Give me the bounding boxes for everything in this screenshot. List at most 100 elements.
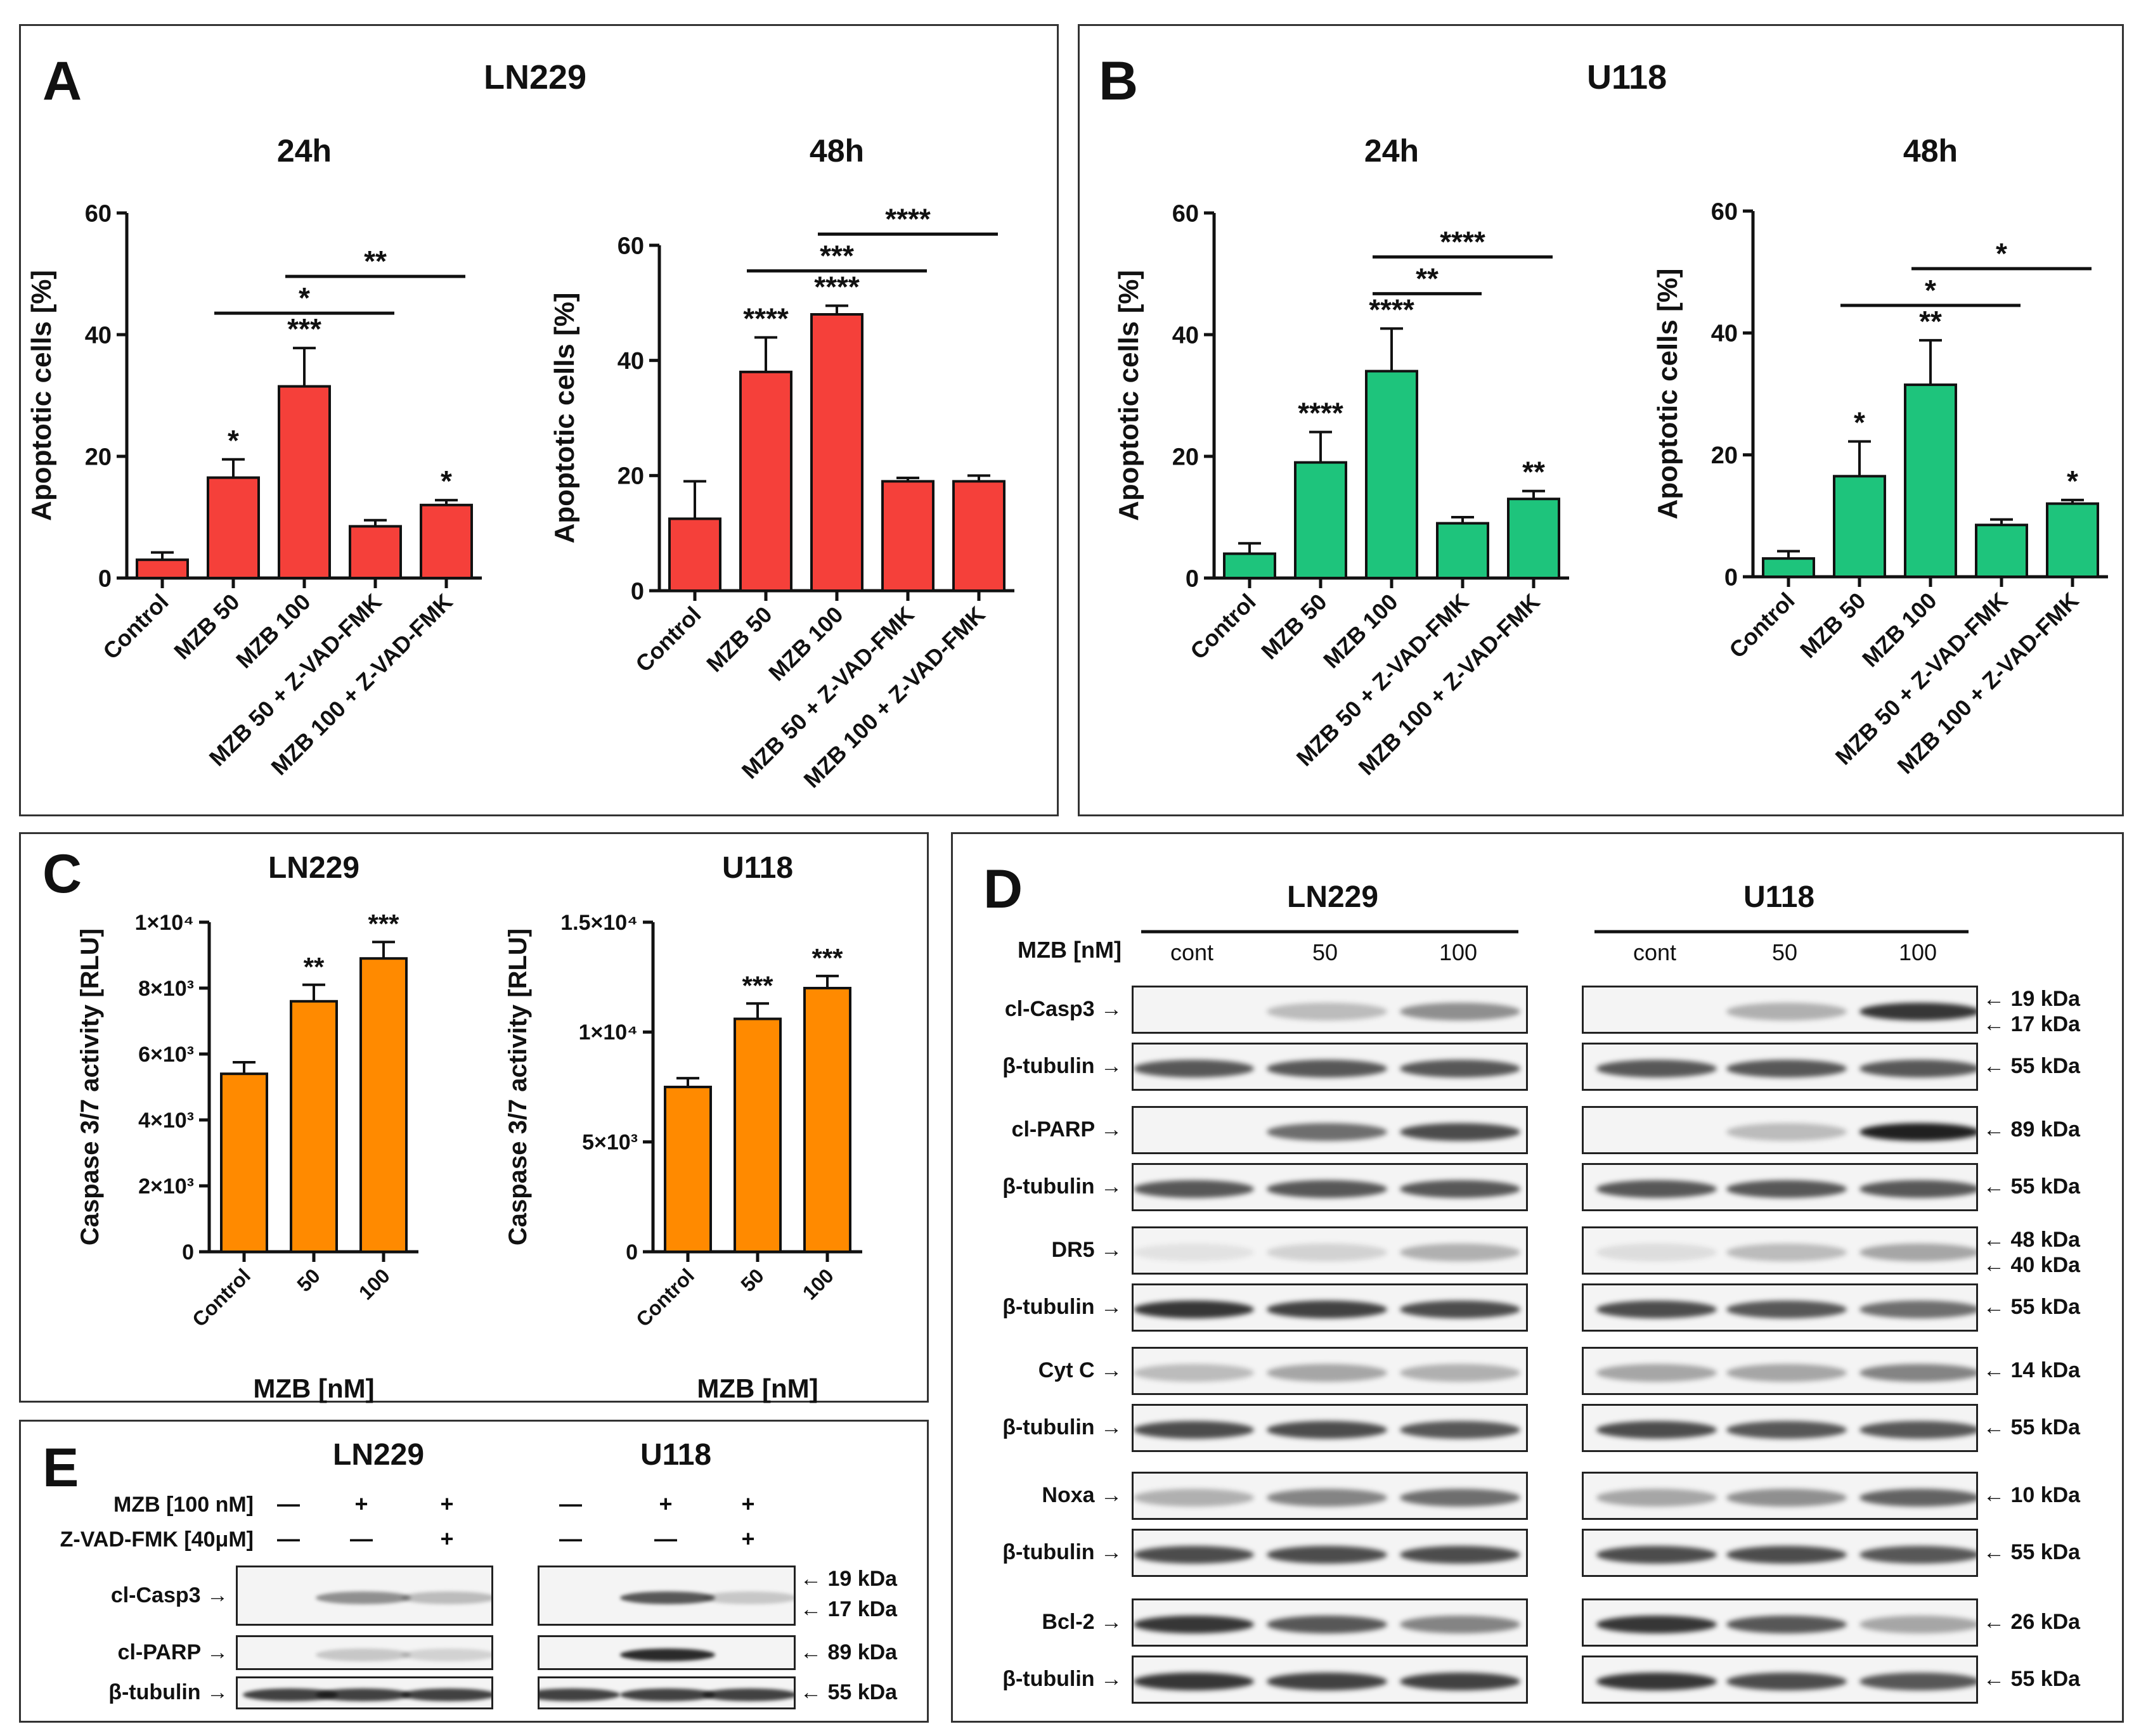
blot-band [1267,1060,1387,1077]
significance-stars: **** [1369,293,1414,326]
y-tick-label: 20 [618,463,644,490]
panel-b-title: U118 [1587,58,1667,96]
bar [734,1017,782,1253]
y-tick-label: 20 [85,444,112,470]
blot-strip [1132,1163,1528,1211]
e-mzb-sign: — [277,1491,300,1517]
e-blot-band [401,1591,491,1604]
kda-label: ← 26 kDa [1983,1610,2081,1634]
x-tick-label: 100 [354,1264,394,1304]
y-tick-label: 6×10³ [138,1043,194,1067]
kda-label: ← 55 kDa [1983,1054,2081,1078]
blot-band [1726,1673,1847,1690]
blot-band [1859,1003,1976,1020]
blot-band [1726,1003,1847,1020]
y-axis-label: Apoptotic cells [%] [1652,268,1683,519]
e-blot-band [316,1591,411,1604]
blot-strip [1582,1043,1978,1091]
e-blot-strip [236,1676,493,1709]
e-blot-band [702,1591,794,1604]
blot-strip [1582,986,1978,1034]
e-zvad-sign: — [654,1526,677,1552]
blot-strip [1582,1226,1978,1275]
blot-band [1596,1616,1717,1633]
bracket-stars: ** [1416,262,1439,295]
x-tick-label: 50 [736,1264,768,1296]
blot-band [1859,1301,1976,1318]
blot-strip [1132,1598,1528,1647]
bracket-stars: **** [1440,225,1485,258]
blot-band [1859,1673,1976,1690]
blot-row-label: Noxa → [1042,1483,1122,1507]
e-kda-label: ← 19 kDa [800,1567,898,1591]
blot-band [1596,1244,1717,1261]
kda-label: ← 40 kDa [1983,1253,2081,1277]
blot-band [1726,1546,1847,1564]
blot-band [1400,1489,1520,1507]
bar [207,476,260,579]
panel-label-c: C [42,844,82,904]
significance-stars: *** [812,943,843,973]
bar [1507,498,1560,580]
e-blot-band [702,1688,794,1701]
blot-band [1400,1421,1520,1439]
e-kda-label: ← 55 kDa [800,1680,898,1704]
blot-band [1859,1060,1976,1077]
y-tick-label: 8×10³ [138,977,194,1001]
e-mzb-sign: + [659,1491,673,1517]
blot-band [1596,1546,1717,1564]
significance-stars: **** [1298,397,1343,430]
blot-band [1134,1673,1254,1690]
e-ln229-title: LN229 [333,1438,425,1472]
blot-band [1267,1616,1387,1633]
bar [2046,502,2099,578]
blot-band [1726,1180,1847,1198]
panel-a: A LN229 [19,24,1059,816]
bracket-stars: * [299,281,310,314]
significance-stars: *** [368,909,399,939]
blot-band [1726,1364,1847,1382]
e-blot-strip [538,1676,796,1709]
y-tick-label: 40 [618,348,644,375]
y-tick-label: 0 [1724,564,1738,591]
kda-label: ← 55 kDa [1983,1415,2081,1439]
bar [739,370,792,592]
blot-band [1596,1489,1717,1507]
blot-band [1267,1123,1387,1141]
blot-band [1859,1546,1976,1564]
y-tick-label: 20 [1172,444,1199,470]
kda-label: ← 14 kDa [1983,1358,2081,1382]
e-mzb-sign: + [440,1491,454,1517]
blot-band [1400,1673,1520,1690]
e-blot-band [401,1648,491,1661]
blot-strip [1132,1656,1528,1704]
blot-band [1134,1060,1254,1077]
y-tick-label: 0 [182,1240,194,1264]
panel-a-title: LN229 [484,58,587,96]
e-blot-band [316,1648,411,1661]
e-blot-band [401,1688,491,1701]
chart-C2: U118 0 5×10³ 1×10⁴ 1.5×10⁴ Caspase 3/7 activi… [504,851,862,1403]
panel-label-d: D [983,859,1023,920]
x-axis-label: MZB [nM] [253,1373,374,1403]
blot-band [1859,1244,1976,1261]
bracket-stars: * [1996,237,2007,270]
y-tick-label: 40 [1711,321,1738,347]
significance-stars: ** [1522,456,1545,489]
y-tick-label: 4×10³ [138,1109,194,1133]
blot-row-label: DR5 → [1051,1238,1122,1262]
bracket-stars: * [1925,274,1936,307]
blot-strip [1582,1347,1978,1395]
blot-row-label: β-tubulin → [1002,1540,1122,1564]
y-tick-label: 60 [85,200,112,227]
chart-title: 48h [810,133,864,169]
e-blot-strip [538,1566,796,1626]
significance-stars: * [2067,465,2078,498]
bar [810,313,863,592]
blot-band [1267,1364,1387,1382]
blot-band [1859,1421,1976,1439]
significance-stars: * [441,465,452,498]
